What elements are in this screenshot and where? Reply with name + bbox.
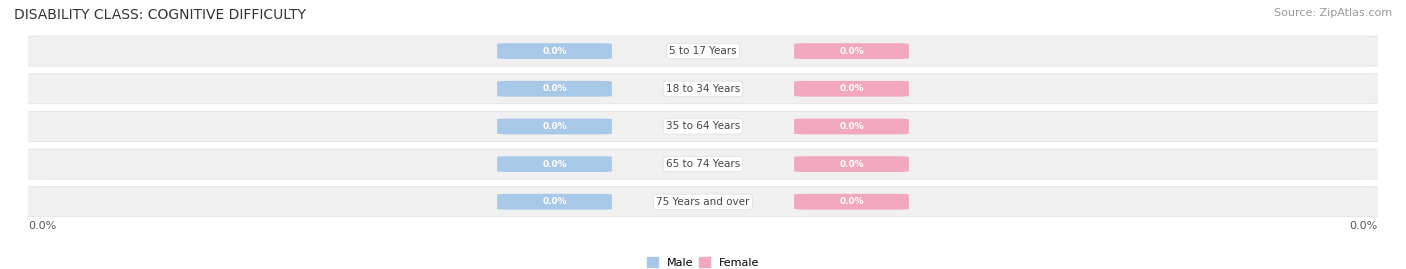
Legend: Male, Female: Male, Female <box>647 257 759 268</box>
Text: 35 to 64 Years: 35 to 64 Years <box>666 121 740 132</box>
Text: 0.0%: 0.0% <box>1350 221 1378 231</box>
FancyBboxPatch shape <box>14 111 1392 141</box>
FancyBboxPatch shape <box>14 74 1392 104</box>
Text: Source: ZipAtlas.com: Source: ZipAtlas.com <box>1274 8 1392 18</box>
FancyBboxPatch shape <box>794 156 908 172</box>
Text: 0.0%: 0.0% <box>543 197 567 206</box>
FancyBboxPatch shape <box>14 149 1392 179</box>
Text: 65 to 74 Years: 65 to 74 Years <box>666 159 740 169</box>
Text: 0.0%: 0.0% <box>28 221 56 231</box>
Text: 0.0%: 0.0% <box>543 160 567 169</box>
FancyBboxPatch shape <box>14 36 1392 66</box>
Text: 5 to 17 Years: 5 to 17 Years <box>669 46 737 56</box>
Text: 0.0%: 0.0% <box>839 197 863 206</box>
FancyBboxPatch shape <box>14 187 1392 217</box>
FancyBboxPatch shape <box>498 43 612 59</box>
FancyBboxPatch shape <box>498 119 612 134</box>
Text: 0.0%: 0.0% <box>839 160 863 169</box>
Text: 18 to 34 Years: 18 to 34 Years <box>666 84 740 94</box>
FancyBboxPatch shape <box>498 156 612 172</box>
FancyBboxPatch shape <box>498 194 612 210</box>
FancyBboxPatch shape <box>794 119 908 134</box>
FancyBboxPatch shape <box>794 43 908 59</box>
Text: 0.0%: 0.0% <box>543 47 567 56</box>
Text: DISABILITY CLASS: COGNITIVE DIFFICULTY: DISABILITY CLASS: COGNITIVE DIFFICULTY <box>14 8 307 22</box>
Text: 75 Years and over: 75 Years and over <box>657 197 749 207</box>
Text: 0.0%: 0.0% <box>839 122 863 131</box>
Text: 0.0%: 0.0% <box>543 122 567 131</box>
FancyBboxPatch shape <box>794 81 908 97</box>
Text: 0.0%: 0.0% <box>839 84 863 93</box>
Text: 0.0%: 0.0% <box>543 84 567 93</box>
FancyBboxPatch shape <box>498 81 612 97</box>
FancyBboxPatch shape <box>794 194 908 210</box>
Text: 0.0%: 0.0% <box>839 47 863 56</box>
